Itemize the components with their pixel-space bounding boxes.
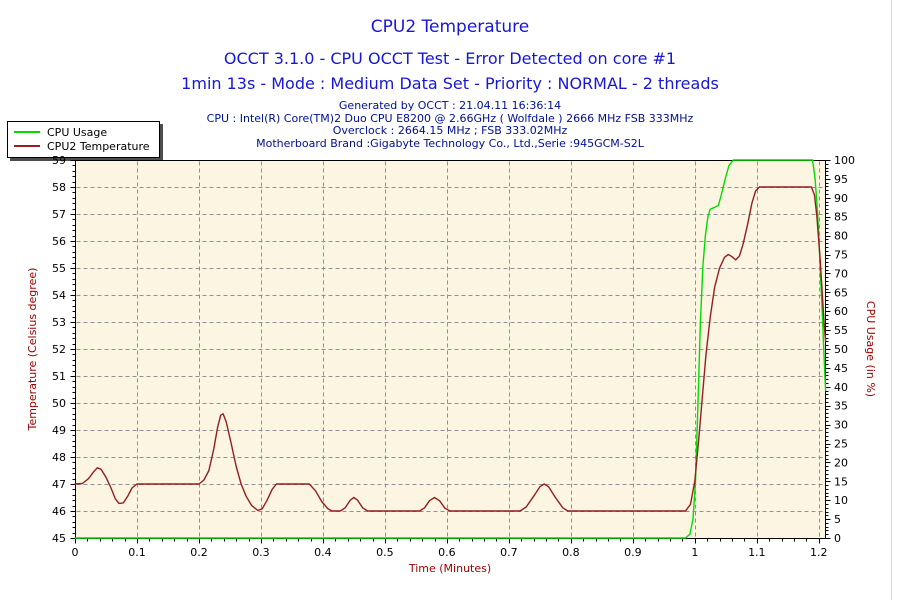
y-left-tick-label: 57 [52, 208, 66, 221]
y-left-tick-label: 55 [52, 262, 66, 275]
y-left-tick-label: 49 [52, 424, 66, 437]
y-right-tick-label: 50 [834, 343, 848, 356]
y-right-tick-label: 20 [834, 456, 848, 469]
y-left-tick-label: 48 [52, 451, 66, 464]
chart-subtitle-test: OCCT 3.1.0 - CPU OCCT Test - Error Detec… [223, 49, 677, 68]
y-left-tick-label: 46 [52, 505, 66, 518]
y-right-tick-label: 100 [834, 154, 855, 167]
x-tick-label: 0.5 [376, 546, 394, 559]
y-right-tick-label: 25 [834, 438, 848, 451]
y-axis-right-title: CPU Usage (in %) [864, 301, 877, 397]
y-left-tick-label: 58 [52, 181, 66, 194]
y-left-tick-label: 53 [52, 316, 66, 329]
x-axis-title: Time (Minutes) [408, 562, 491, 575]
x-tick-label: 0.3 [252, 546, 270, 559]
y-right-tick-label: 5 [834, 513, 841, 526]
x-tick-label: 0.1 [128, 546, 146, 559]
y-right-tick-label: 80 [834, 230, 848, 243]
cpu-usage-line-swatch [14, 131, 40, 133]
y-right-tick-label: 15 [834, 475, 848, 488]
y-left-tick-label: 51 [52, 370, 66, 383]
plot-area: 0 0.1 0.2 0.3 0.4 0.5 0.6 0.7 0.8 0.9 1 1.1 1.2 45 46 4… [52, 154, 855, 559]
y-left-tick-label: 47 [52, 478, 66, 491]
y-right-tick-label: 90 [834, 192, 848, 205]
series-line-cpu-usage [74, 159, 827, 539]
x-tick-label: 0.8 [562, 546, 580, 559]
y-right-tick-label: 0 [834, 532, 841, 545]
y-left-tick-label: 45 [52, 532, 66, 545]
y-right-tick-label: 60 [834, 305, 848, 318]
x-tick-label: 0.7 [500, 546, 518, 559]
legend-label: CPU Usage [47, 125, 108, 139]
y-left-tick-label: 50 [52, 397, 66, 410]
y-left-tick-label: 52 [52, 343, 66, 356]
x-tick-label: 1.2 [810, 546, 828, 559]
info-overclock: Overclock : 2664.15 MHz ; FSB 333.02MHz [332, 124, 568, 138]
y-right-tick-label: 30 [834, 419, 848, 432]
x-tick-label: 0.2 [190, 546, 208, 559]
y-left-tick-label: 54 [52, 289, 66, 302]
info-cpu: CPU : Intel(R) Core(TM)2 Duo CPU E8200 @… [206, 111, 694, 125]
x-tick-label: 1.1 [748, 546, 766, 559]
chart-title: CPU2 Temperature [370, 17, 530, 37]
x-tick-label: 0 [72, 546, 79, 559]
info-motherboard: Motherboard Brand :Gigabyte Technology C… [256, 136, 644, 150]
y-right-tick-label: 10 [834, 494, 848, 507]
system-info-block: Generated by OCCT : 21.04.11 16:36:14 CP… [0, 99, 900, 150]
legend-item-cpu2-temperature: CPU2 Temperature [14, 139, 150, 153]
y-right-tick-label: 95 [834, 173, 848, 186]
y-axis-left-title: Temperature (Celsius degree) [26, 268, 39, 432]
y-right-tick-label: 70 [834, 267, 848, 280]
series-line-cpu2-temperature [74, 186, 827, 512]
y-right-tick-label: 35 [834, 400, 848, 413]
x-tick-label: 0.9 [624, 546, 642, 559]
y-right-tick-label: 40 [834, 381, 848, 394]
y-right-tick-label: 65 [834, 286, 848, 299]
y-right-tick-label: 55 [834, 324, 848, 337]
legend-item-cpu-usage: CPU Usage [14, 125, 150, 139]
info-generated: Generated by OCCT : 21.04.11 16:36:14 [338, 99, 562, 112]
x-tick-label: 0.6 [438, 546, 456, 559]
x-tick-label: 0.4 [314, 546, 332, 559]
y-left-tick-label: 59 [52, 154, 66, 167]
legend-label: CPU2 Temperature [47, 139, 150, 153]
x-tick-label: 1 [691, 546, 698, 559]
legend: CPU Usage CPU2 Temperature [7, 121, 160, 158]
y-right-tick-label: 75 [834, 249, 848, 262]
chart-subtitle-mode: 1min 13s - Mode : Medium Data Set - Prio… [181, 74, 719, 93]
y-right-tick-label: 45 [834, 362, 848, 375]
y-right-tick-label: 85 [834, 211, 848, 224]
cpu2-temperature-line-swatch [14, 145, 40, 147]
y-left-tick-label: 56 [52, 235, 66, 248]
